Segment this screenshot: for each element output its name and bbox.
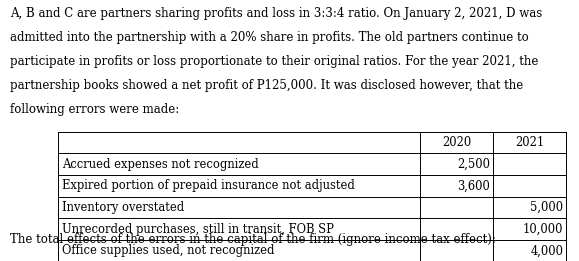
- Text: 10,000: 10,000: [523, 223, 563, 236]
- Text: Accrued expenses not recognized: Accrued expenses not recognized: [62, 158, 259, 171]
- Text: participate in profits or loss proportionate to their original ratios. For the y: participate in profits or loss proportio…: [10, 55, 539, 68]
- Text: 4,000: 4,000: [530, 245, 563, 257]
- Text: A, B and C are partners sharing profits and loss in 3:3:4 ratio. On January 2, 2: A, B and C are partners sharing profits …: [10, 7, 543, 20]
- Text: Unrecorded purchases, still in transit, FOB SP: Unrecorded purchases, still in transit, …: [62, 223, 334, 236]
- Text: Office supplies used, not recognized: Office supplies used, not recognized: [62, 245, 274, 257]
- Text: 2020: 2020: [442, 136, 471, 149]
- Text: The total effects of the errors in the capital of the firm (ignore income tax ef: The total effects of the errors in the c…: [10, 233, 496, 246]
- Text: following errors were made:: following errors were made:: [10, 103, 179, 116]
- Text: 3,600: 3,600: [457, 180, 490, 192]
- Text: 2021: 2021: [515, 136, 544, 149]
- Text: 2,500: 2,500: [457, 158, 490, 171]
- Text: partnership books showed a net profit of P125,000. It was disclosed however, tha: partnership books showed a net profit of…: [10, 79, 523, 92]
- Text: Inventory overstated: Inventory overstated: [62, 201, 184, 214]
- Text: 5,000: 5,000: [530, 201, 563, 214]
- Text: Expired portion of prepaid insurance not adjusted: Expired portion of prepaid insurance not…: [62, 180, 355, 192]
- Text: admitted into the partnership with a 20% share in profits. The old partners cont: admitted into the partnership with a 20%…: [10, 31, 529, 44]
